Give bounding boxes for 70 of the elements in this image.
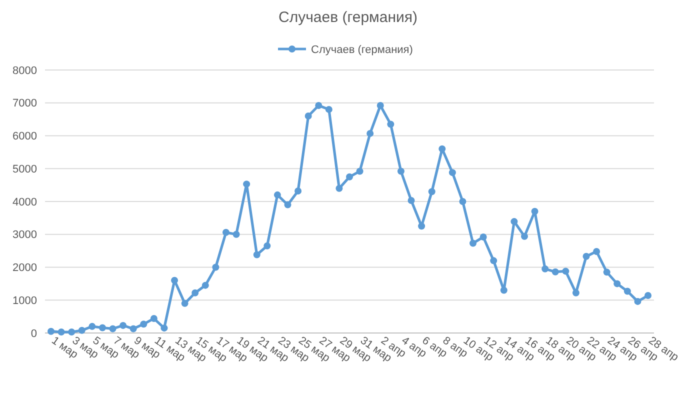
point — [160, 324, 168, 332]
point — [181, 300, 188, 307]
point — [562, 268, 570, 275]
y-tick-label: 0 — [30, 328, 37, 340]
point — [232, 230, 240, 238]
y-tick-label: 7000 — [12, 98, 37, 110]
point — [624, 288, 631, 295]
point — [356, 168, 364, 175]
point — [387, 120, 394, 128]
point — [470, 240, 477, 247]
y-tick-label: 6000 — [12, 130, 37, 143]
point — [294, 187, 302, 194]
chart-title: Случаев (германия) — [278, 9, 418, 26]
point — [98, 324, 106, 332]
point — [212, 264, 220, 271]
point — [480, 234, 487, 241]
point — [428, 188, 436, 196]
point — [500, 286, 508, 294]
point — [336, 184, 343, 192]
point — [520, 232, 528, 240]
point — [284, 201, 292, 208]
point — [150, 315, 158, 322]
point — [614, 280, 621, 288]
point — [274, 191, 281, 198]
point — [376, 102, 384, 110]
point — [171, 276, 178, 284]
point — [542, 265, 549, 272]
point — [325, 106, 332, 113]
y-tick-label: 1000 — [12, 294, 37, 307]
point — [366, 130, 374, 137]
point — [58, 328, 65, 336]
point — [68, 328, 76, 336]
y-tick-label: 5000 — [12, 163, 37, 176]
point — [408, 197, 415, 204]
point — [582, 252, 590, 260]
point — [644, 292, 652, 300]
point — [304, 112, 312, 120]
point — [552, 268, 559, 276]
point — [120, 322, 127, 329]
y-tick-label: 4000 — [12, 196, 37, 208]
y-tick-label: 2000 — [12, 262, 37, 274]
point — [603, 268, 610, 276]
point — [572, 289, 580, 296]
point — [48, 328, 54, 335]
point — [202, 282, 209, 289]
point — [510, 218, 518, 226]
point — [459, 198, 466, 205]
point — [315, 102, 322, 110]
point — [109, 325, 116, 332]
point — [397, 168, 404, 175]
point — [140, 320, 148, 328]
point — [490, 257, 498, 264]
point — [222, 228, 230, 236]
point — [438, 145, 446, 152]
point — [418, 222, 426, 230]
point — [264, 242, 271, 250]
point — [448, 169, 456, 176]
point — [346, 173, 353, 180]
point — [253, 251, 260, 258]
point — [130, 325, 137, 332]
point — [593, 248, 600, 255]
y-tick-label: 3000 — [12, 229, 37, 242]
point — [78, 326, 86, 334]
point — [88, 322, 96, 330]
legend-label: Случаев (германия) — [311, 44, 413, 56]
point — [531, 208, 538, 215]
y-tick-label: 8000 — [12, 64, 37, 77]
point — [243, 180, 250, 188]
point — [192, 289, 199, 296]
point — [634, 298, 642, 305]
